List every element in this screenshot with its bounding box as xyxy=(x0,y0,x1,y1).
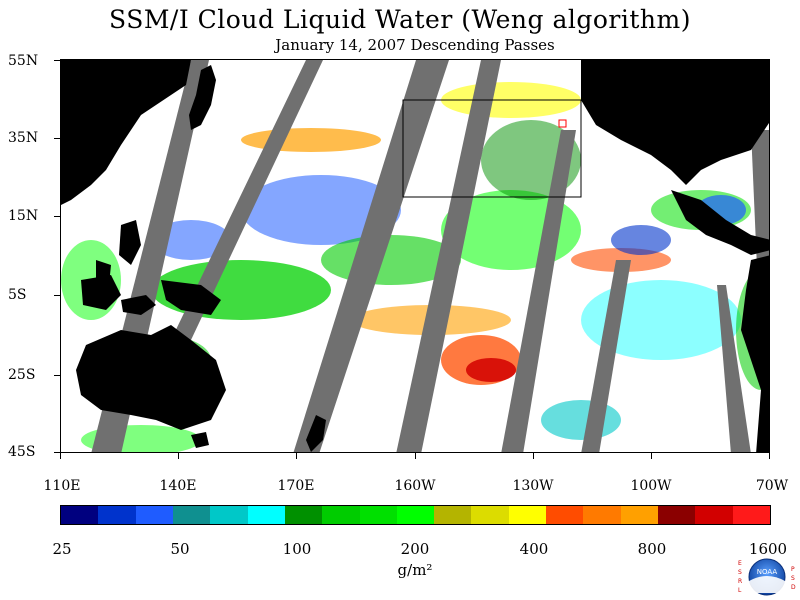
colorbar-segment xyxy=(61,506,99,524)
lat-label-55n: 55N xyxy=(8,53,39,69)
svg-text:R: R xyxy=(738,578,742,585)
colorbar-segment xyxy=(359,506,397,524)
land-masses xyxy=(61,60,769,452)
colorbar-label-25: 25 xyxy=(52,540,72,558)
colorbar-segment xyxy=(471,506,509,524)
lon-label-100w: 100W xyxy=(630,478,672,494)
svg-text:E: E xyxy=(738,560,742,567)
colorbar-label-400: 400 xyxy=(519,540,549,558)
lon-tick xyxy=(296,453,297,459)
colorbar-segment xyxy=(98,506,136,524)
colorbar-segment xyxy=(284,506,323,524)
colorbar xyxy=(60,505,771,525)
colorbar-segment xyxy=(658,506,696,524)
lat-tick xyxy=(54,295,60,296)
map-panel xyxy=(60,59,770,453)
lon-label-110e: 110E xyxy=(43,478,81,494)
lon-tick xyxy=(533,453,534,459)
lat-label-45s: 45S xyxy=(8,444,36,460)
lon-tick xyxy=(651,453,652,459)
colorbar-label-200: 200 xyxy=(400,540,430,558)
colorbar-label-50: 50 xyxy=(170,540,190,558)
svg-text:S: S xyxy=(791,575,795,582)
colorbar-segment xyxy=(396,506,435,524)
lat-tick xyxy=(54,216,60,217)
lon-tick xyxy=(60,453,61,459)
lat-label-35n: 35N xyxy=(8,130,39,146)
colorbar-segment xyxy=(135,506,173,524)
svg-text:L: L xyxy=(738,587,742,594)
lat-label-15n: 15N xyxy=(8,208,39,224)
colorbar-units: g/m² xyxy=(397,561,433,579)
map-canvas xyxy=(61,60,769,452)
svg-text:D: D xyxy=(791,584,796,591)
colorbar-segment xyxy=(434,506,472,524)
colorbar-segment xyxy=(172,506,211,524)
noaa-logo: NOAA E S R L P S D xyxy=(738,558,796,596)
colorbar-segment xyxy=(732,506,770,524)
colorbar-segment xyxy=(620,506,658,524)
lat-tick xyxy=(54,60,60,61)
lon-tick xyxy=(415,453,416,459)
colorbar-segment xyxy=(583,506,621,524)
colorbar-segment xyxy=(508,506,547,524)
svg-text:NOAA: NOAA xyxy=(757,568,778,576)
lat-label-25s: 25S xyxy=(8,367,36,383)
lon-label-130w: 130W xyxy=(512,478,554,494)
region-box xyxy=(402,99,582,198)
lon-label-170e: 170E xyxy=(277,478,315,494)
map-title: SSM/I Cloud Liquid Water (Weng algorithm… xyxy=(109,5,691,34)
lat-tick xyxy=(54,138,60,139)
colorbar-segment xyxy=(322,506,360,524)
lon-label-70w: 70W xyxy=(755,478,789,494)
colorbar-label-800: 800 xyxy=(637,540,667,558)
colorbar-segment xyxy=(247,506,285,524)
svg-text:S: S xyxy=(738,569,742,576)
map-subtitle: January 14, 2007 Descending Passes xyxy=(275,36,555,54)
marker-box xyxy=(558,119,567,128)
colorbar-segment xyxy=(210,506,248,524)
lat-tick xyxy=(54,452,60,453)
lon-tick xyxy=(178,453,179,459)
lon-label-160w: 160W xyxy=(394,478,436,494)
lon-tick xyxy=(769,453,770,459)
lon-label-140e: 140E xyxy=(159,478,197,494)
lat-label-5s: 5S xyxy=(8,287,27,303)
svg-text:P: P xyxy=(791,566,795,573)
colorbar-label-100: 100 xyxy=(282,540,312,558)
colorbar-label-1600: 1600 xyxy=(748,540,788,558)
colorbar-segment xyxy=(546,506,584,524)
colorbar-segment xyxy=(695,506,733,524)
lat-tick xyxy=(54,375,60,376)
